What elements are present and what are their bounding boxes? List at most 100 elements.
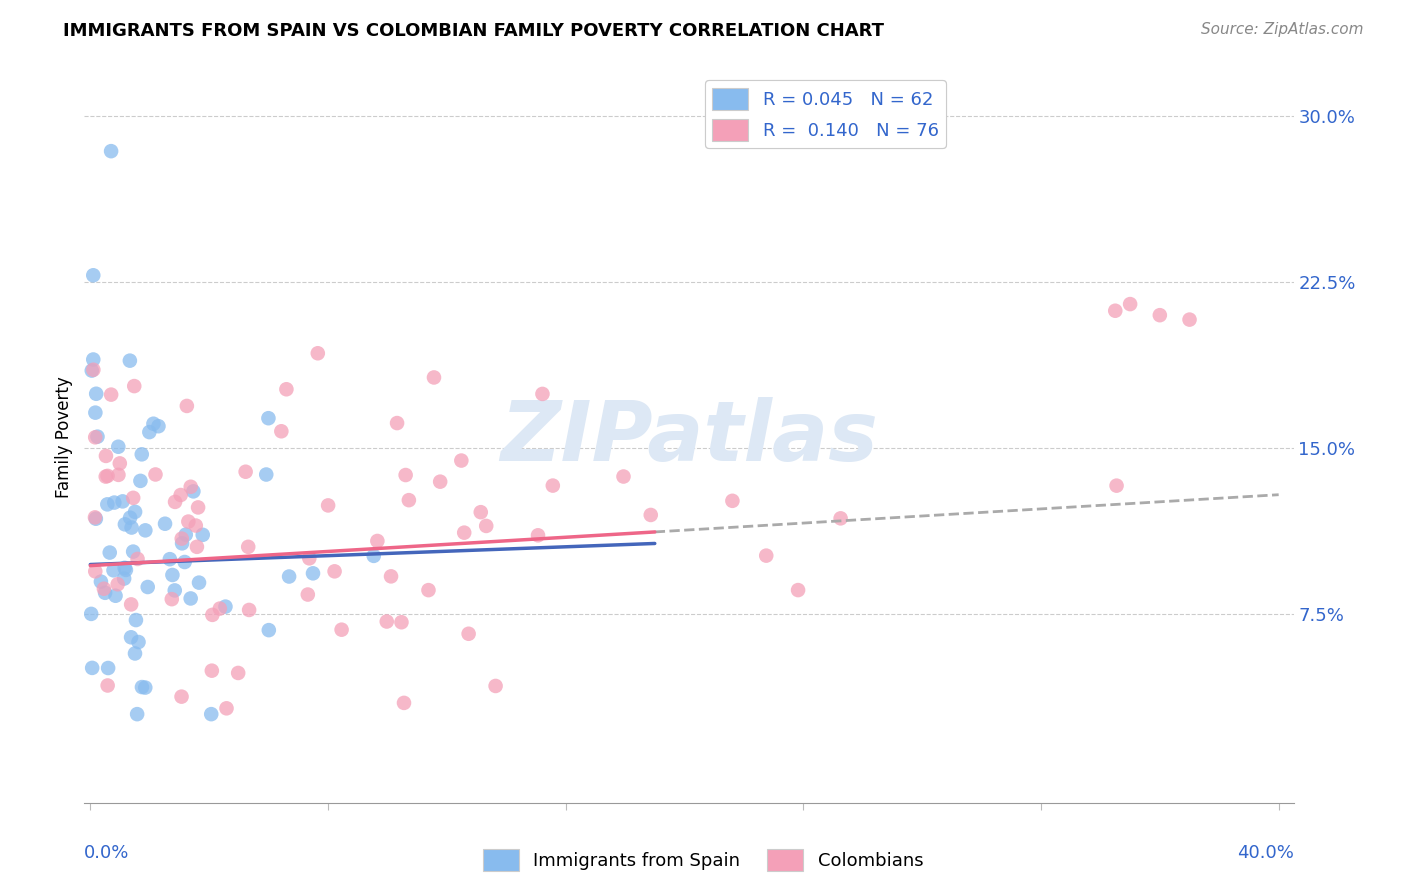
Point: [84, 512, 107, 526]
Text: 0.0%: 0.0%: [84, 845, 129, 863]
Point: [82, 268, 104, 283]
Point: [112, 572, 135, 586]
Text: ZIPatlas: ZIPatlas: [501, 397, 877, 477]
Point: [163, 583, 186, 598]
Point: [238, 603, 260, 617]
Point: [174, 527, 197, 541]
Point: [148, 419, 170, 434]
Point: [307, 346, 329, 360]
Point: [391, 615, 413, 630]
Point: [94, 586, 117, 600]
Point: [180, 480, 202, 494]
Point: [531, 387, 554, 401]
Legend: Immigrants from Spain, Colombians: Immigrants from Spain, Colombians: [475, 842, 931, 879]
Point: [122, 379, 145, 393]
Point: [278, 569, 301, 583]
Point: [128, 635, 150, 649]
Point: [134, 681, 156, 695]
Point: [787, 583, 810, 598]
Point: [201, 607, 224, 622]
Point: [298, 551, 321, 566]
Point: [82, 352, 104, 367]
Point: [1105, 478, 1128, 492]
Point: [418, 583, 440, 598]
Point: [453, 525, 475, 540]
Point: [80, 607, 103, 621]
Point: [129, 474, 152, 488]
Point: [297, 588, 319, 602]
Point: [107, 467, 129, 482]
Text: 40.0%: 40.0%: [1237, 845, 1294, 863]
Point: [138, 425, 160, 439]
Point: [235, 465, 257, 479]
Point: [96, 469, 118, 483]
Point: [103, 495, 125, 509]
Point: [450, 453, 472, 467]
Point: [124, 505, 146, 519]
Point: [330, 623, 353, 637]
Point: [226, 665, 249, 680]
Point: [257, 411, 280, 425]
Point: [254, 467, 277, 482]
Point: [214, 599, 236, 614]
Point: [97, 661, 120, 675]
Point: [153, 516, 176, 531]
Point: [82, 363, 104, 377]
Point: [84, 430, 107, 444]
Point: [103, 563, 125, 577]
Point: [84, 386, 107, 401]
Point: [84, 406, 107, 420]
Point: [215, 701, 238, 715]
Point: [323, 565, 346, 579]
Point: [385, 416, 408, 430]
Point: [270, 424, 292, 438]
Point: [114, 561, 136, 575]
Point: [124, 647, 146, 661]
Point: [366, 533, 388, 548]
Point: [527, 528, 550, 542]
Point: [186, 540, 208, 554]
Point: [201, 664, 224, 678]
Point: [142, 417, 165, 431]
Point: [541, 478, 564, 492]
Point: [188, 575, 211, 590]
Point: [830, 511, 852, 525]
Point: [302, 566, 325, 581]
Point: [238, 540, 260, 554]
Point: [457, 626, 479, 640]
Point: [127, 552, 149, 566]
Point: [122, 544, 145, 558]
Point: [107, 577, 129, 591]
Point: [131, 680, 153, 694]
Point: [162, 568, 184, 582]
Text: IMMIGRANTS FROM SPAIN VS COLOMBIAN FAMILY POVERTY CORRELATION CHART: IMMIGRANTS FROM SPAIN VS COLOMBIAN FAMIL…: [63, 22, 884, 40]
Point: [82, 661, 104, 675]
Point: [721, 493, 744, 508]
Point: [107, 440, 129, 454]
Point: [94, 449, 117, 463]
Point: [395, 468, 418, 483]
Point: [1149, 308, 1171, 322]
Point: [122, 491, 145, 505]
Point: [160, 592, 183, 607]
Point: [173, 555, 195, 569]
Point: [176, 399, 198, 413]
Legend: R = 0.045   N = 62, R =  0.140   N = 76: R = 0.045 N = 62, R = 0.140 N = 76: [704, 80, 946, 148]
Point: [1178, 312, 1201, 326]
Point: [134, 524, 156, 538]
Point: [191, 528, 214, 542]
Point: [80, 363, 103, 377]
Point: [97, 678, 120, 692]
Point: [120, 510, 142, 524]
Point: [200, 707, 222, 722]
Point: [159, 552, 181, 566]
Point: [1119, 297, 1142, 311]
Point: [170, 532, 193, 546]
Point: [612, 469, 634, 483]
Point: [111, 494, 134, 508]
Point: [398, 493, 420, 508]
Point: [165, 495, 187, 509]
Point: [104, 589, 127, 603]
Point: [120, 598, 142, 612]
Point: [180, 591, 202, 606]
